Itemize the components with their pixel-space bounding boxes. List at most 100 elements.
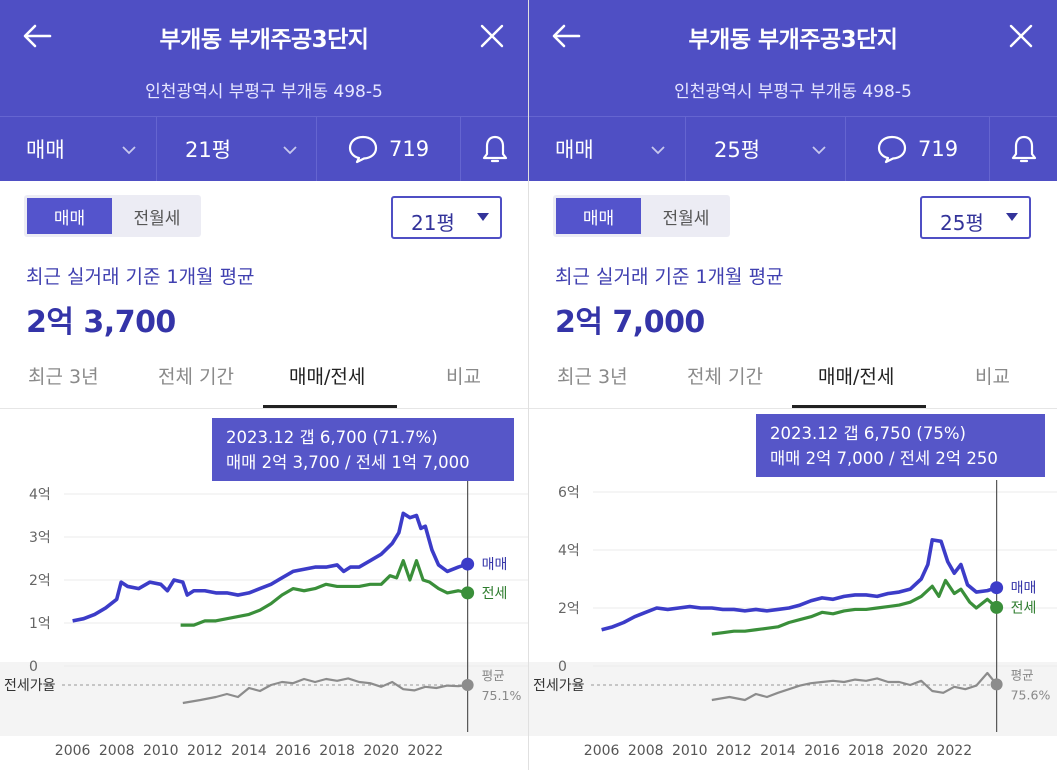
price-subtitle: 최근 실거래 기준 1개월 평균 — [26, 266, 255, 288]
x-tick-label: 2018 — [848, 743, 884, 759]
deal-type-label: 매매 — [555, 138, 594, 162]
deal-type-dropdown[interactable]: 매매 — [26, 117, 156, 181]
ratio-axis-label: 전세가율 — [533, 678, 585, 694]
y-tick-label: 2억 — [29, 573, 51, 589]
chart-tooltip: 2023.12 갭 6,750 (75%) 매매 2억 7,000 / 전세 2… — [756, 414, 1045, 477]
comments-button[interactable]: 719 — [876, 117, 986, 181]
chevron-down-icon — [812, 146, 826, 155]
close-icon[interactable] — [478, 22, 506, 50]
ratio-axis-label: 전세가율 — [4, 678, 56, 694]
y-tick-label: 0 — [29, 659, 38, 675]
y-tick-label: 0 — [558, 659, 567, 675]
ratio-band — [529, 662, 1057, 736]
deal-type-dropdown[interactable]: 매매 — [555, 117, 685, 181]
x-tick-label: 2020 — [363, 743, 399, 759]
average-price: 2억 7,000 — [555, 305, 705, 340]
segment-rent[interactable]: 전월세 — [662, 208, 710, 229]
bar-divider — [845, 117, 846, 181]
x-tick-label: 2018 — [319, 743, 355, 759]
ratio-end-point — [990, 678, 1003, 691]
active-tab-indicator — [792, 405, 926, 408]
filter-bar: 매매 25평 719 — [529, 116, 1057, 181]
tooltip-gap: 2023.12 갭 6,750 (75%) — [770, 424, 966, 443]
arrow-left-icon[interactable] — [551, 22, 581, 50]
pyeong-dropdown[interactable]: 25평 — [714, 117, 844, 181]
address: 인천광역시 부평구 부개동 498-5 — [145, 82, 383, 102]
segment-sale[interactable]: 매매 — [556, 198, 641, 234]
x-tick-label: 2008 — [99, 743, 135, 759]
deal-segment: 매매 전월세 — [24, 195, 201, 237]
pyeong-select-label: 25평 — [940, 211, 984, 235]
price-chart[interactable]: 6억 4억 2억 0 전세가율 2006 2008 2010 2012 2014 2016 2018 2… — [529, 410, 1057, 770]
page-title: 부개동 부개주공3단지 — [159, 27, 369, 53]
x-tick-label: 2014 — [760, 743, 796, 759]
x-tick-label: 2014 — [231, 743, 267, 759]
arrow-left-icon[interactable] — [22, 22, 52, 50]
legend-sale-label: 매매 — [482, 557, 508, 573]
ratio-average-value: 75.1% — [482, 688, 522, 703]
x-tick-label: 2008 — [628, 743, 664, 759]
chevron-down-icon — [651, 146, 665, 155]
tooltip-gap: 2023.12 갭 6,700 (71.7%) — [226, 428, 438, 447]
filter-bar: 매매 21평 719 — [0, 116, 528, 181]
tab-compare[interactable]: 비교 — [975, 366, 1010, 388]
pyeong-select[interactable]: 21평 — [391, 196, 502, 239]
pyeong-label: 25평 — [714, 138, 761, 162]
segment-sale[interactable]: 매매 — [27, 198, 112, 234]
period-tabs: 최근 3년 전체 기간 매매/전세 비교 — [0, 350, 528, 409]
address: 인천광역시 부평구 부개동 498-5 — [674, 82, 912, 102]
deal-segment: 매매 전월세 — [553, 195, 730, 237]
jeonse-series-line — [711, 578, 998, 636]
average-price: 2억 3,700 — [26, 305, 176, 340]
tab-sale-jeonse[interactable]: 매매/전세 — [818, 366, 895, 388]
comments-button[interactable]: 719 — [347, 117, 457, 181]
ratio-end-point — [461, 679, 474, 691]
tab-recent-3y[interactable]: 최근 3년 — [557, 366, 628, 388]
chevron-down-icon — [122, 146, 136, 155]
pyeong-dropdown[interactable]: 21평 — [185, 117, 315, 181]
chevron-down-icon — [283, 146, 297, 155]
chart-svg: 6억 4억 2억 0 전세가율 2006 2008 2010 2012 2014 2016 2018 2… — [529, 480, 1057, 759]
tab-compare[interactable]: 비교 — [446, 366, 481, 388]
jeonse-series-line — [180, 559, 468, 627]
sale-series-line — [601, 538, 998, 632]
panel-25-pyeong: 부개동 부개주공3단지 인천광역시 부평구 부개동 498-5 매매 25평 7… — [529, 0, 1057, 770]
tab-sale-jeonse[interactable]: 매매/전세 — [289, 366, 366, 388]
y-tick-label: 4억 — [558, 543, 580, 559]
segment-rent[interactable]: 전월세 — [133, 208, 181, 229]
tab-recent-3y[interactable]: 최근 3년 — [28, 366, 99, 388]
x-tick-label: 2022 — [936, 743, 972, 759]
tab-all-period[interactable]: 전체 기간 — [158, 366, 234, 388]
tab-all-period[interactable]: 전체 기간 — [687, 366, 763, 388]
ratio-average-label: 평균 — [1011, 667, 1034, 682]
legend-sale-label: 매매 — [1011, 581, 1037, 597]
pyeong-label: 21평 — [185, 138, 232, 162]
chart-tooltip: 2023.12 갭 6,700 (71.7%) 매매 2억 3,700 / 전세… — [212, 418, 514, 481]
tooltip-prices: 매매 2억 7,000 / 전세 2억 250 — [770, 449, 998, 468]
active-tab-indicator — [263, 405, 397, 408]
close-icon[interactable] — [1007, 22, 1035, 50]
chart-svg: 4억 3억 2억 1억 0 전세가율 2006 2008 2010 2012 2014 2016 201… — [0, 480, 528, 759]
price-subtitle: 최근 실거래 기준 1개월 평균 — [555, 266, 784, 288]
price-chart[interactable]: 4억 3억 2억 1억 0 전세가율 2006 2008 2010 2012 2014 2016 201… — [0, 410, 528, 770]
speech-bubble-icon — [877, 135, 907, 164]
x-tick-label: 2012 — [716, 743, 752, 759]
comment-count: 719 — [389, 137, 430, 161]
bell-icon[interactable] — [480, 133, 510, 165]
bar-divider — [989, 117, 990, 181]
y-tick-label: 4억 — [29, 487, 51, 503]
y-tick-label: 6억 — [558, 485, 580, 501]
jeonse-end-point — [990, 600, 1004, 614]
speech-bubble-icon — [348, 135, 378, 164]
bar-divider — [685, 117, 686, 181]
jeonse-end-point — [461, 586, 475, 600]
ratio-line — [711, 671, 998, 702]
bell-icon[interactable] — [1009, 133, 1039, 165]
pyeong-select[interactable]: 25평 — [920, 196, 1031, 239]
ratio-average-value: 75.6% — [1011, 687, 1051, 702]
x-tick-label: 2010 — [143, 743, 179, 759]
x-tick-label: 2010 — [672, 743, 708, 759]
sale-end-point — [990, 581, 1004, 595]
sale-end-point — [461, 557, 475, 571]
y-tick-label: 1억 — [29, 616, 51, 632]
